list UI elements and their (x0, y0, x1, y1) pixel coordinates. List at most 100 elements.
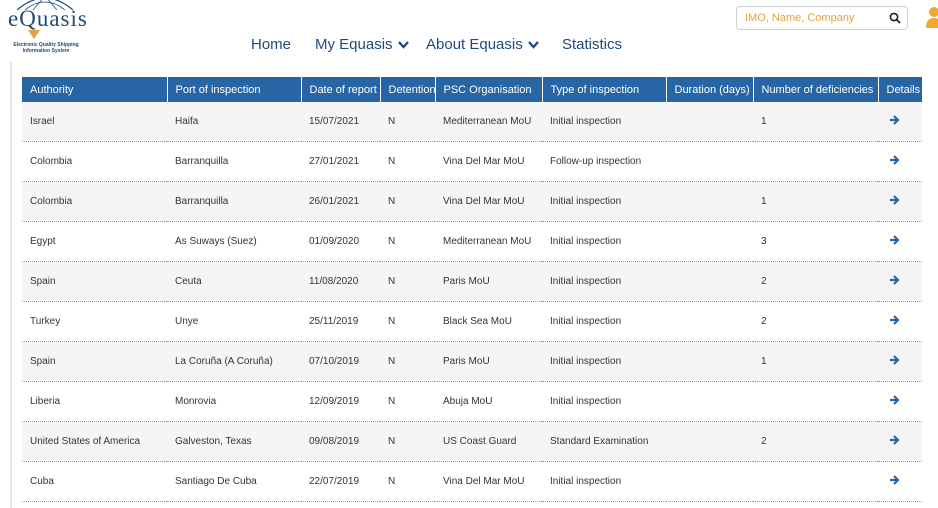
site-header: eQuasis Electronic Quality Shipping Info… (0, 0, 938, 62)
cell-type: Initial inspection (542, 301, 666, 342)
nav-my-equasis[interactable]: My Equasis (315, 36, 409, 53)
tagline-line1: Electronic Quality Shipping (13, 42, 79, 48)
search-icon[interactable] (889, 12, 901, 24)
cell-port: Santiago De Cuba (167, 461, 301, 502)
cell-psc: Vina Del Mar MoU (435, 141, 542, 182)
chevron-down-icon (397, 40, 409, 49)
left-divider (10, 62, 12, 508)
cell-duration (666, 301, 753, 342)
cell-date: 26/01/2021 (301, 181, 380, 222)
nav-statistics[interactable]: Statistics (562, 36, 622, 53)
col-psc: PSC Organisation (435, 77, 543, 102)
cell-port: Monrovia (167, 381, 301, 422)
cell-duration (666, 181, 753, 222)
table-header-row: Authority Port of inspection Date of rep… (22, 77, 922, 102)
arrow-right-icon[interactable] (890, 195, 901, 205)
cell-port: La Coruña (A Coruña) (167, 341, 301, 382)
cell-authority: Egypt (22, 221, 167, 262)
cell-detention: N (380, 181, 435, 222)
cell-authority: Turkey (22, 301, 167, 342)
search-input[interactable] (737, 7, 885, 29)
cell-deficiencies: 1 (753, 181, 878, 222)
cell-details (878, 141, 922, 182)
cell-duration (666, 421, 753, 462)
cell-psc: Abuja MoU (435, 381, 542, 422)
cell-detention: N (380, 381, 435, 422)
arrow-right-icon[interactable] (890, 275, 901, 285)
cell-date: 22/07/2019 (301, 461, 380, 502)
col-deficiencies: Number of deficiencies (753, 77, 879, 102)
cell-deficiencies: 1 (753, 341, 878, 382)
cell-deficiencies: 2 (753, 421, 878, 462)
user-icon[interactable] (924, 6, 938, 30)
logo-tagline: Electronic Quality Shipping Information … (0, 42, 92, 54)
cell-psc: Black Sea MoU (435, 301, 542, 342)
cell-date: 12/09/2019 (301, 381, 380, 422)
col-port: Port of inspection (167, 77, 302, 102)
cell-detention: N (380, 421, 435, 462)
cell-date: 11/08/2020 (301, 261, 380, 302)
col-type: Type of inspection (542, 77, 667, 102)
cell-details (878, 341, 922, 382)
cell-type: Initial inspection (542, 102, 666, 142)
cell-details (878, 461, 922, 502)
cell-port: Haifa (167, 102, 301, 142)
table-row: Turkey Unye 25/11/2019 N Black Sea MoU I… (22, 301, 922, 342)
cell-port: Barranquilla (167, 181, 301, 222)
col-authority: Authority (22, 77, 168, 102)
col-duration: Duration (days) (666, 77, 754, 102)
cell-type: Follow-up inspection (542, 141, 666, 182)
nav-home[interactable]: Home (251, 36, 291, 53)
cell-date: 09/08/2019 (301, 421, 380, 462)
cell-authority: Cuba (22, 461, 167, 502)
cell-type: Initial inspection (542, 381, 666, 422)
arrow-right-icon[interactable] (890, 315, 901, 325)
arrow-right-icon[interactable] (890, 355, 901, 365)
cell-detention: N (380, 102, 435, 142)
nav-statistics-label: Statistics (562, 36, 623, 53)
cell-authority: Colombia (22, 181, 167, 222)
cell-psc: US Coast Guard (435, 421, 542, 462)
cell-detention: N (380, 141, 435, 182)
col-date: Date of report (301, 77, 381, 102)
cell-type: Initial inspection (542, 261, 666, 302)
cell-duration (666, 102, 753, 142)
cell-detention: N (380, 301, 435, 342)
cell-duration (666, 221, 753, 262)
nav-my-equasis-label: My Equasis (315, 36, 393, 53)
cell-detention: N (380, 221, 435, 262)
arrow-right-icon[interactable] (890, 115, 901, 125)
cell-type: Initial inspection (542, 461, 666, 502)
cell-port: Barranquilla (167, 141, 301, 182)
equasis-logo[interactable]: eQuasis Electronic Quality Shipping Info… (0, 0, 110, 62)
nav-about-label: About Equasis (426, 36, 523, 53)
cell-date: 07/10/2019 (301, 341, 380, 382)
cell-deficiencies: 3 (753, 221, 878, 262)
inspections-table: Authority Port of inspection Date of rep… (22, 77, 922, 502)
table-row: Egypt As Suways (Suez) 01/09/2020 N Medi… (22, 221, 922, 262)
cell-type: Initial inspection (542, 221, 666, 262)
table-row: Israel Haifa 15/07/2021 N Mediterranean … (22, 102, 922, 142)
table-row: Liberia Monrovia 12/09/2019 N Abuja MoU … (22, 381, 922, 422)
table-row: Spain Ceuta 11/08/2020 N Paris MoU Initi… (22, 261, 922, 302)
cell-date: 15/07/2021 (301, 102, 380, 142)
cell-details (878, 261, 922, 302)
cell-authority: Israel (22, 102, 167, 142)
cell-port: Galveston, Texas (167, 421, 301, 462)
cell-duration (666, 141, 753, 182)
cell-details (878, 102, 922, 142)
cell-authority: Spain (22, 261, 167, 302)
logo-wordmark: eQuasis (8, 6, 88, 31)
tagline-line2: Information System (22, 48, 70, 54)
nav-about-equasis[interactable]: About Equasis (426, 36, 539, 53)
arrow-right-icon[interactable] (890, 475, 901, 485)
table-row: Cuba Santiago De Cuba 22/07/2019 N Vina … (22, 461, 922, 502)
cell-type: Initial inspection (542, 181, 666, 222)
arrow-right-icon[interactable] (890, 395, 901, 405)
arrow-right-icon[interactable] (890, 435, 901, 445)
cell-detention: N (380, 341, 435, 382)
arrow-right-icon[interactable] (890, 235, 901, 245)
nav-home-label: Home (251, 36, 292, 53)
arrow-right-icon[interactable] (890, 155, 901, 165)
cell-details (878, 181, 922, 222)
